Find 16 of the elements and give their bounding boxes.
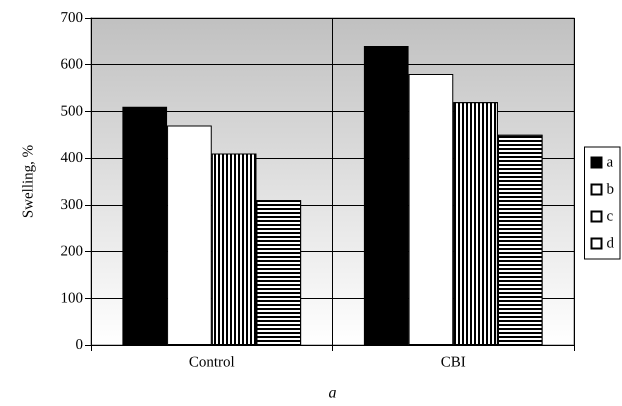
legend-label: c [606,208,614,224]
legend-label: b [606,182,614,198]
x-tick-label: CBI [440,354,466,370]
legend-label: a [606,154,614,170]
y-tick-label: 200 [60,244,83,260]
y-tick-label: 700 [60,10,83,26]
legend-label: d [606,236,614,252]
y-tick-label: 0 [76,337,83,353]
x-axis-title: a [328,384,336,402]
y-tick-label: 300 [60,196,83,213]
y-tick-label: 500 [60,103,83,120]
y-tick-label: 100 [60,290,83,306]
y-tick-label: 400 [60,150,83,166]
x-tick-label: Control [188,354,235,370]
y-tick-label: 600 [60,56,83,73]
y-axis-title: Swelling, % [20,144,36,218]
